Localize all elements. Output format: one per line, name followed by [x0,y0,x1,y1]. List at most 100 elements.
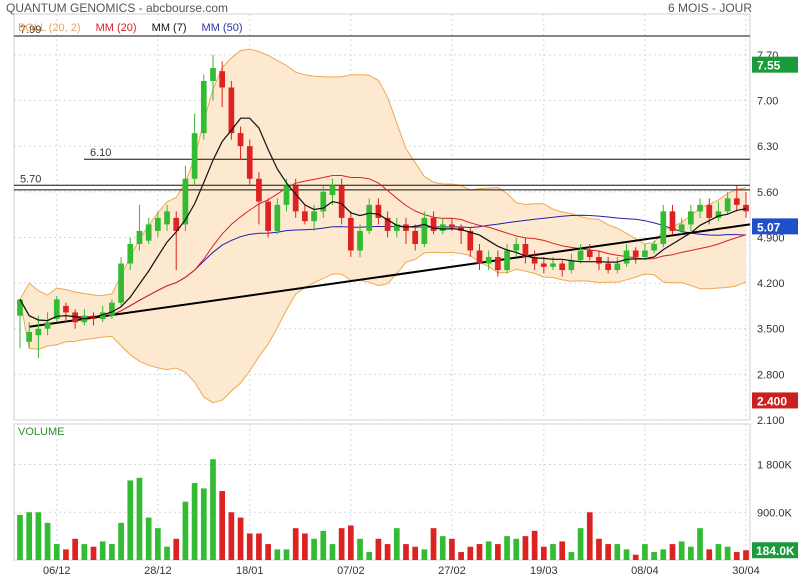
volume-bar [688,546,694,560]
bollinger-lower-line [19,251,747,404]
volume-bar [743,550,749,560]
volume-tick-label: 1 800K [757,460,793,472]
volume-bar [219,491,226,560]
volume-bar [623,549,630,560]
volume-bar [256,533,262,560]
candle-body [375,204,382,218]
candle-body [265,201,271,231]
y-tick-label: 7.00 [757,96,778,108]
candle-body [384,217,391,231]
volume-bar [127,480,134,560]
candle-body [614,263,621,271]
candle-body [127,243,134,264]
candle-body [256,178,262,202]
candle-body [164,211,170,225]
y-tick-label: 2.100 [757,415,785,427]
volume-bar [458,552,464,560]
candle-body [706,204,713,218]
volume-bar [495,544,501,560]
volume-bar [393,528,400,560]
volume-bar [274,549,281,560]
candle-body [311,211,317,222]
candle-body [596,257,602,264]
candle-body [63,305,69,313]
volume-bar [44,522,51,560]
candle-body [210,67,216,81]
volume-bar [17,514,23,560]
volume-bar [72,538,78,560]
volume-bar [90,546,97,560]
volume-bar [421,549,428,560]
volume-bar [439,536,446,560]
candle-body [559,263,566,271]
candle-body [329,185,336,196]
volume-bar [302,533,308,560]
y-tick-label: 5.60 [757,187,778,199]
volume-bar [145,517,152,560]
ma7-line [19,117,747,322]
volume-bar [724,546,731,560]
volume-bar [329,544,336,560]
candle-body [357,230,363,251]
price-level-label: 7.99 [20,24,41,36]
candle-body [550,263,556,267]
volume-bar [476,544,483,560]
candle-body [154,217,161,231]
candle-body [531,257,538,264]
price-level-label: 6.10 [90,147,111,159]
volume-bar [733,552,740,560]
candle-body [17,299,23,316]
candle-body [72,312,78,323]
volume-bar [577,528,584,560]
volume-bar [403,544,409,560]
y-tick-label: 3.500 [757,324,785,336]
volume-bar [26,512,33,560]
volume-badge [752,542,798,559]
volume-bar [99,541,106,560]
volume-bar [596,538,602,560]
volume-bar [228,512,235,560]
volume-bar [430,528,437,560]
volume-bar [660,549,667,560]
volume-bar [265,544,271,560]
candle-body [678,224,685,231]
candle-body [200,80,207,134]
price-badge-label: 7.55 [757,59,781,73]
volume-bar [678,541,685,560]
chart-title: QUANTUM GENOMICS - abcbourse.com [6,1,229,15]
volume-bar [191,483,198,560]
x-tick-label: 30/04 [732,565,760,577]
candle-body [302,211,308,222]
volume-bar [531,530,538,560]
volume-bar [63,549,69,560]
volume-bar [164,546,170,560]
x-tick-label: 27/02 [438,565,466,577]
volume-bar [311,538,317,560]
x-tick-label: 28/12 [144,565,172,577]
volume-bar [347,525,354,560]
price-badge [752,392,798,409]
x-tick-label: 08/04 [631,565,659,577]
candle-body [586,250,593,258]
volume-bar [715,544,722,560]
volume-bar [586,512,593,560]
candle-body [476,250,483,264]
volume-bar [283,549,290,560]
candle-body [715,211,722,218]
candle-body [145,224,152,241]
candle-body [173,217,180,231]
candle-body [439,224,446,231]
volume-bar [210,459,216,560]
y-tick-label: 2.800 [757,369,785,381]
price-level-label: 5.70 [20,173,41,185]
volume-bar [81,544,88,560]
volume-bar [467,546,474,560]
price-badge-label: 2.400 [757,394,787,408]
volume-bar [669,544,676,560]
volume-bar [173,538,180,560]
bollinger-band-fill [20,49,746,403]
candle-body [182,178,189,225]
volume-panel-title: VOLUME [18,426,65,438]
volume-bar [200,488,207,560]
volume-bar [237,517,244,560]
